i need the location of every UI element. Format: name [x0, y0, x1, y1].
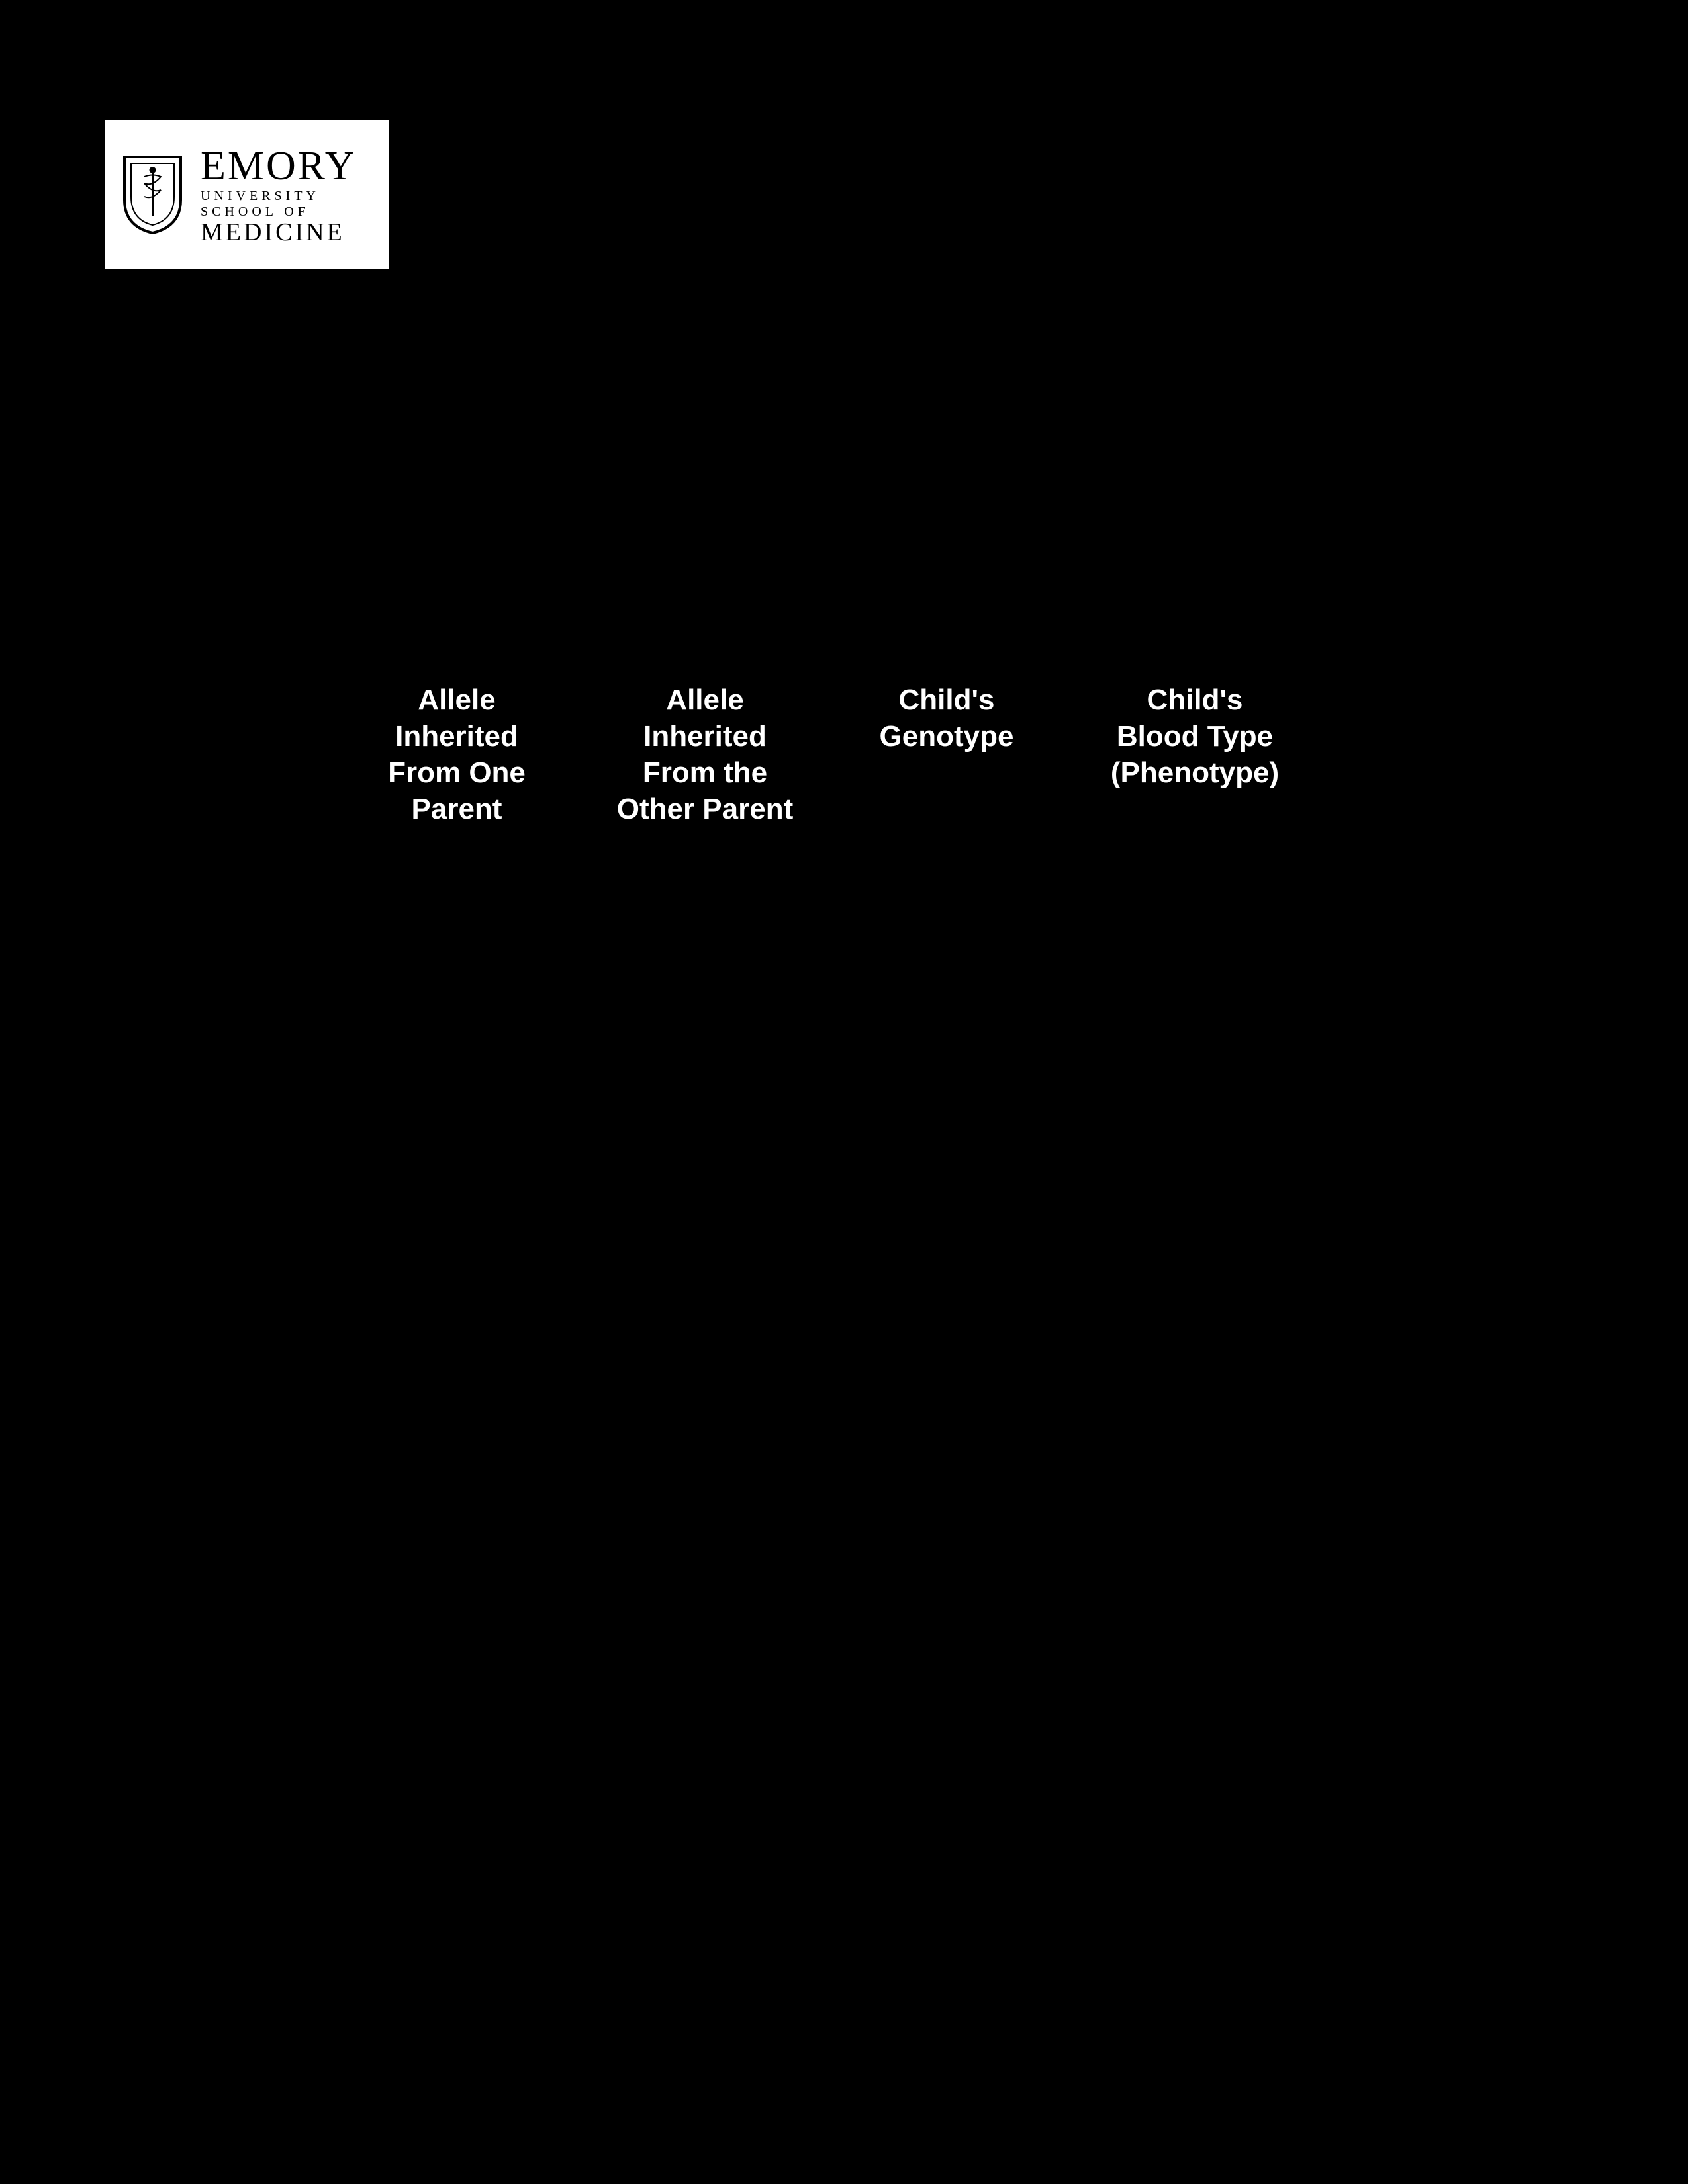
logo-line-university: UNIVERSITY: [201, 189, 356, 203]
logo-line-emory: EMORY: [201, 146, 356, 187]
header-text: (Phenotype): [1086, 754, 1304, 791]
header-text: Parent: [357, 791, 556, 827]
header-text: Inherited: [602, 718, 808, 754]
table-header-col-1: Allele Inherited From One Parent: [357, 682, 556, 827]
header-text: Child's: [854, 682, 1039, 718]
header-text: Child's: [1086, 682, 1304, 718]
header-text: From the: [602, 754, 808, 791]
logo-line-school-of: SCHOOL OF: [201, 205, 356, 218]
table-header-col-3: Child's Genotype: [854, 682, 1039, 827]
header-text: Inherited: [357, 718, 556, 754]
header-text: From One: [357, 754, 556, 791]
header-text: Genotype: [854, 718, 1039, 754]
logo-text: EMORY UNIVERSITY SCHOOL OF MEDICINE: [201, 146, 356, 245]
table-headers: Allele Inherited From One Parent Allele …: [357, 682, 1304, 827]
table-header-col-2: Allele Inherited From the Other Parent: [602, 682, 808, 827]
header-text: Allele: [357, 682, 556, 718]
header-text: Other Parent: [602, 791, 808, 827]
table-header-col-4: Child's Blood Type (Phenotype): [1086, 682, 1304, 827]
header-text: Allele: [602, 682, 808, 718]
logo-box: EMORY UNIVERSITY SCHOOL OF MEDICINE: [105, 120, 389, 269]
header-text: Blood Type: [1086, 718, 1304, 754]
logo-line-medicine: MEDICINE: [201, 220, 356, 245]
shield-icon: [121, 154, 184, 236]
